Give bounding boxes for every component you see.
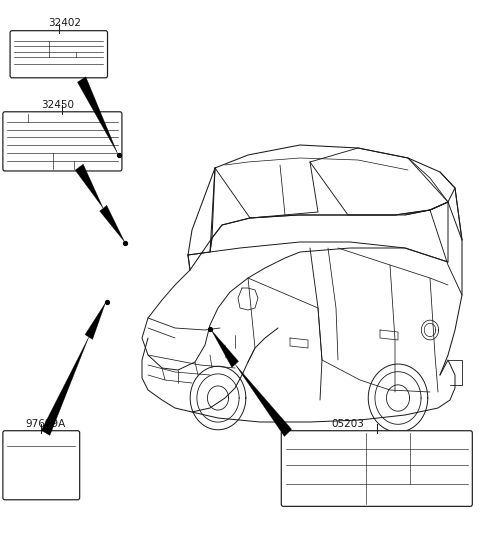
Text: 97699A: 97699A <box>25 419 66 429</box>
Polygon shape <box>77 77 118 153</box>
FancyBboxPatch shape <box>3 112 122 171</box>
Text: 32402: 32402 <box>48 19 81 28</box>
Polygon shape <box>41 337 89 436</box>
FancyBboxPatch shape <box>10 31 108 78</box>
Polygon shape <box>85 302 106 339</box>
Text: 05203: 05203 <box>332 419 364 429</box>
FancyBboxPatch shape <box>281 431 472 506</box>
Polygon shape <box>235 364 292 437</box>
Polygon shape <box>100 206 125 242</box>
Polygon shape <box>75 164 103 208</box>
Text: 32450: 32450 <box>41 100 74 110</box>
Polygon shape <box>211 330 239 368</box>
FancyBboxPatch shape <box>3 431 80 500</box>
